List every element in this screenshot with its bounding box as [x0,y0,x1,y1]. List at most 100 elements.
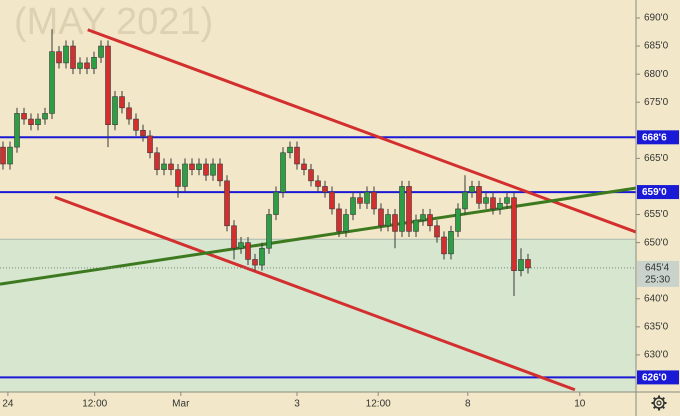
candle-body [280,152,286,193]
price-label-box [637,130,679,145]
candle-body [441,236,447,255]
candle-body [210,163,216,176]
y-tick-label: 630'0 [644,350,669,361]
candle-body [112,96,118,125]
candle-body [168,163,174,170]
y-tick-label: 665'0 [644,153,669,164]
candle-body [49,51,55,114]
price-label-box [637,185,679,200]
candle-body [245,242,251,260]
candle-body [133,118,139,131]
candle-body [28,118,34,125]
candle-body [483,197,489,204]
candle-body [21,113,27,120]
y-tick-label: 650'0 [644,237,669,248]
candle-body [119,96,125,109]
time-axis [0,392,636,416]
last-price-box [637,260,679,287]
price-label-box [637,370,679,385]
candle-body [301,163,307,170]
x-tick-label: 12:00 [82,399,107,410]
candle-body [56,51,62,64]
y-tick-label: 640'0 [644,293,669,304]
candle-body [203,163,209,176]
x-tick-label: 24 [2,399,14,410]
candle-body [343,214,349,232]
candle-body [490,197,496,210]
y-tick-label: 655'0 [644,209,669,220]
candle-body [392,214,398,232]
candle-body [35,118,41,125]
price-label: 668'6 [642,132,667,143]
trend-line [87,28,636,234]
candle-body [0,146,6,165]
candle-body [294,146,300,165]
candle-body [84,62,90,69]
x-tick-label: 3 [294,399,300,410]
candle-body [518,259,524,271]
candle-body [224,180,230,227]
candle-body [161,163,167,170]
candle-body [63,45,69,64]
candle-body [462,191,468,210]
candle-body [182,163,188,187]
x-tick-label: Mar [172,399,190,410]
price-axis [636,0,680,416]
x-tick-label: 12:00 [366,399,391,410]
candle-body [231,225,237,249]
candle-body [357,197,363,204]
candle-body [434,225,440,238]
candle-body [140,129,146,137]
candle-body [525,259,531,269]
candle-body [105,45,111,125]
shaded-zone [0,239,636,392]
candle-body [469,186,475,193]
x-tick-label: 8 [465,399,471,410]
candle-body [154,152,160,170]
candle-body [308,169,314,182]
countdown-label: 25:30 [645,275,670,286]
candle-body [98,45,104,58]
trend-line [54,195,576,392]
candle-body [70,45,76,69]
candle-body [259,247,265,266]
candle-body [420,214,426,221]
candle-body [77,62,83,69]
candle-body [322,186,328,193]
y-tick-label: 675'0 [644,97,669,108]
candle-body [378,208,384,227]
candle-body [364,191,370,204]
candle-body [315,180,321,187]
candle-body [91,56,97,69]
y-tick-label: 690'0 [644,13,669,24]
candle-body [399,186,405,232]
candle-body [511,197,517,271]
candle-body [350,197,356,215]
candle-body [42,113,48,120]
candle-body [497,203,503,210]
candle-body [476,186,482,204]
candle-body [238,242,244,249]
candle-body [175,169,181,187]
candle-body [147,135,153,154]
candle-body [7,146,13,165]
y-tick-label: 685'0 [644,41,669,52]
candle-body [406,186,412,232]
candle-body [217,163,223,182]
candle-body [455,208,461,232]
candle-body [252,259,258,266]
candle-body [287,146,293,154]
settings-icon[interactable] [651,395,667,411]
candle-body [427,214,433,227]
y-tick-label: 680'0 [644,69,669,80]
last-price-label: 645'4 [645,263,670,274]
candle-body [14,113,20,148]
chart-title: (MAY 2021) [14,1,213,43]
candle-body [371,191,377,210]
candle-body [189,163,195,170]
plot-area: (MAY 2021) [0,1,636,392]
candle-body [448,231,454,255]
candle-body [273,191,279,215]
price-label: 659'0 [642,187,667,198]
